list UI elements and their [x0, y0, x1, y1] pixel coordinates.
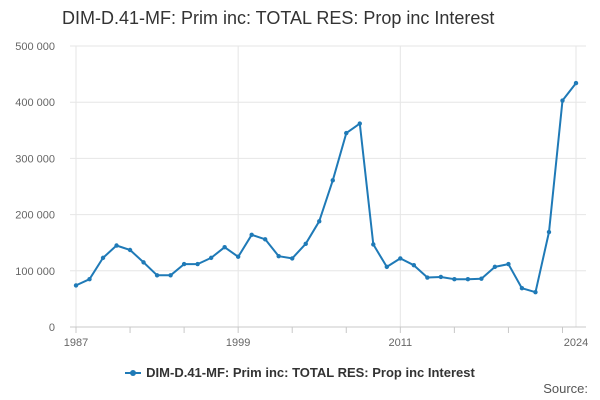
tick-labels: 0 100 000 200 000 300 000 400 000 500 000 1987… [15, 41, 588, 349]
data-point[interactable] [235, 254, 241, 259]
data-point[interactable] [262, 237, 268, 242]
data-point[interactable] [100, 255, 106, 261]
data-point[interactable] [330, 178, 335, 183]
chart-title: DIM-D.41-MF: Prim inc: TOTAL RES: Prop i… [62, 8, 495, 28]
data-point[interactable] [73, 283, 79, 288]
data-point[interactable] [249, 232, 254, 238]
data-point[interactable] [181, 261, 187, 267]
x-tick-label: 1999 [226, 337, 250, 349]
data-point[interactable] [290, 256, 295, 261]
data-point[interactable] [506, 261, 511, 267]
data-point[interactable] [452, 277, 457, 282]
series-line [75, 82, 577, 294]
y-tick-label: 0 [49, 322, 55, 334]
data-point[interactable] [384, 264, 390, 270]
data-point[interactable] [411, 262, 417, 268]
data-point[interactable] [127, 247, 133, 253]
legend[interactable]: DIM-D.41-MF: Prim inc: TOTAL RES: Prop i… [0, 365, 600, 380]
x-tick-label: 2024 [564, 337, 588, 349]
data-point[interactable] [357, 121, 362, 126]
data-point[interactable] [168, 273, 173, 278]
data-point[interactable] [425, 275, 430, 280]
legend-label: DIM-D.41-MF: Prim inc: TOTAL RES: Prop i… [146, 365, 475, 380]
y-tick-label: 500 000 [15, 41, 55, 53]
data-point[interactable] [276, 253, 281, 259]
data-point[interactable] [303, 241, 308, 247]
y-tick-label: 400 000 [15, 97, 55, 109]
data-point[interactable] [317, 219, 322, 224]
y-tick-label: 300 000 [15, 153, 55, 165]
data-point[interactable] [222, 244, 227, 250]
data-point[interactable] [465, 277, 471, 282]
data-point[interactable] [208, 255, 214, 261]
data-point[interactable] [87, 277, 92, 282]
data-point[interactable] [398, 256, 403, 261]
data-point[interactable] [371, 242, 376, 247]
legend-line-marker-icon [125, 369, 142, 376]
data-point[interactable] [546, 229, 552, 235]
x-tick-label: 1987 [64, 337, 88, 349]
data-point[interactable] [344, 130, 349, 136]
data-point[interactable] [479, 276, 484, 281]
data-point[interactable] [492, 264, 498, 270]
data-point[interactable] [533, 289, 538, 295]
series-layer [73, 80, 579, 295]
data-point[interactable] [114, 243, 119, 248]
y-tick-label: 200 000 [15, 210, 55, 222]
x-tick-label: 2011 [388, 337, 412, 349]
data-point[interactable] [195, 261, 200, 267]
data-point[interactable] [519, 286, 525, 291]
grid-lines [70, 45, 586, 328]
data-point[interactable] [573, 80, 579, 86]
data-point[interactable] [141, 260, 146, 265]
data-point[interactable] [560, 98, 565, 103]
data-point[interactable] [438, 274, 444, 280]
axes [70, 326, 586, 333]
data-point[interactable] [154, 273, 160, 278]
source-label[interactable]: Source: [543, 381, 588, 396]
y-tick-label: 100 000 [15, 266, 55, 278]
